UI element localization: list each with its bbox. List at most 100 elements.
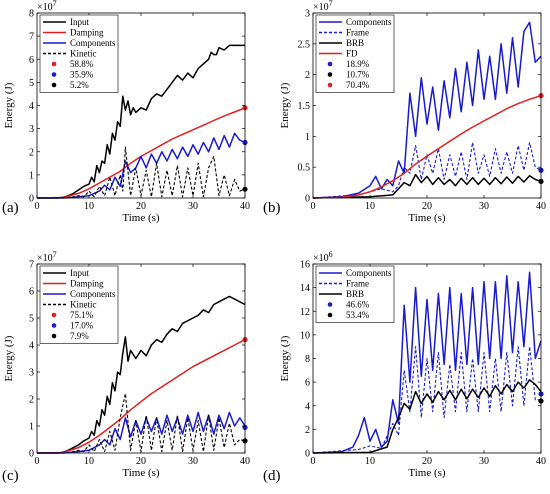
x-tick-label: 20 [136, 201, 146, 212]
x-tick-label: 40 [536, 456, 546, 467]
x-axis-label: Time (s) [408, 212, 446, 224]
series-components-line [37, 132, 246, 199]
y-tick-label: 3 [305, 9, 310, 20]
x-tick-label: 20 [136, 456, 146, 467]
series-kinetic-line [37, 393, 246, 454]
legend-marker [327, 72, 333, 77]
y-exponent: ×107 [37, 0, 57, 13]
series-kinetic-line [37, 146, 246, 199]
series-brb-line [312, 379, 542, 454]
legend-label: Kinetic [70, 300, 97, 310]
legend-label: Input [70, 17, 89, 27]
series-fd-line [312, 94, 542, 199]
y-tick-label: 8 [305, 354, 310, 365]
legend-label: Components [70, 38, 116, 48]
series-damping-line [36, 338, 246, 454]
legend-label: 46.6% [346, 300, 370, 310]
y-exponent: ×106 [313, 250, 333, 264]
y-tick-label: 2.5 [298, 39, 311, 50]
y-tick-label: 5 [29, 314, 34, 325]
y-tick-label: 1 [29, 422, 34, 433]
legend-label: 53.4% [346, 310, 370, 320]
panel-label: (b) [263, 200, 281, 216]
y-tick-label: 0 [29, 194, 34, 205]
legend-label: 70.4% [346, 80, 370, 90]
y-tick-label: 0 [305, 194, 310, 205]
legend-marker [327, 82, 333, 88]
y-tick-label: 14 [300, 283, 310, 294]
x-tick-label: 40 [536, 201, 546, 212]
y-tick-label: 6 [29, 55, 34, 66]
y-tick-label: 5 [29, 78, 34, 89]
legend-marker [327, 61, 333, 67]
x-axis-label: Time (s) [122, 467, 160, 479]
x-tick-label: 30 [479, 201, 489, 212]
series-frame-line [312, 346, 541, 454]
series-brb-line [312, 173, 542, 199]
series-components-line [312, 21, 542, 199]
x-tick-label: 0 [311, 456, 316, 467]
y-exponent: ×107 [37, 250, 57, 264]
x-tick-label: 10 [365, 201, 375, 212]
legend-label: 58.8% [70, 59, 94, 69]
legend-marker [327, 312, 333, 318]
legend-label: 18.9% [346, 59, 370, 69]
legend-marker [51, 312, 57, 318]
x-axis-label: Time (s) [408, 467, 446, 479]
legend-marker [51, 61, 57, 67]
legend-label: Components [346, 268, 392, 278]
y-tick-label: 2 [305, 70, 310, 81]
panel-label: (d) [263, 468, 281, 484]
legend-label: Damping [70, 28, 104, 38]
y-axis-label: Energy (J) [3, 335, 15, 381]
panel-d: 0 10 20 30 40 0 2 4 6 8 10 12 14 16×106 Time (s) Energy… [263, 250, 546, 484]
legend-label: 10.7% [346, 70, 370, 80]
y-tick-label: 10 [300, 330, 310, 341]
y-axis-label: Energy (J) [279, 82, 291, 128]
legend-label: 75.1% [70, 310, 94, 320]
legend-marker [51, 82, 57, 88]
y-tick-label: 7 [29, 260, 34, 271]
panel-a: 0 10 20 30 40 0 1 2 3 4 5 6 7 8×107 Time (s) Energy (J)… [2, 0, 250, 224]
legend-label: 35.9% [70, 70, 94, 80]
y-tick-label: 4 [29, 101, 34, 112]
y-tick-label: 2 [29, 395, 34, 406]
legend-marker [327, 302, 333, 307]
legend-box [39, 14, 119, 93]
legend-label: Frame [346, 28, 369, 38]
y-tick-label: 3 [29, 124, 34, 135]
panel-label: (c) [2, 468, 19, 484]
y-tick-label: 12 [300, 307, 310, 318]
legend-marker [51, 323, 57, 328]
panel-b: 0 10 20 30 40 0 0.5 1 1.5 2 2.5 3×107 Time (s) Energy… [263, 0, 546, 224]
x-tick-label: 0 [35, 456, 40, 467]
y-axis-label: Energy (J) [279, 335, 291, 381]
y-exponent: ×107 [313, 0, 333, 13]
series-components-line [312, 271, 542, 454]
x-tick-label: 0 [35, 201, 40, 212]
y-tick-label: 1 [305, 132, 310, 143]
panel-label: (a) [2, 200, 19, 216]
y-tick-label: 0 [305, 449, 310, 460]
x-tick-label: 10 [365, 456, 375, 467]
x-axis-label: Time (s) [122, 212, 160, 224]
legend-label: 7.9% [70, 331, 89, 341]
legend-marker [51, 72, 57, 77]
x-tick-label: 30 [188, 201, 198, 212]
legend-label: Frame [346, 279, 369, 289]
y-tick-label: 8 [29, 9, 34, 20]
legend-label: Kinetic [70, 49, 97, 59]
legend-label: FD [346, 49, 358, 59]
y-tick-label: 4 [305, 401, 310, 412]
y-tick-label: 6 [305, 378, 310, 389]
y-tick-label: 0 [29, 449, 34, 460]
x-tick-label: 20 [422, 456, 432, 467]
x-tick-label: 30 [479, 456, 489, 467]
x-tick-label: 10 [84, 201, 94, 212]
y-tick-label: 4 [29, 341, 34, 352]
legend-label: Components [70, 289, 116, 299]
series-frame-line [312, 141, 542, 199]
y-tick-label: 0.5 [298, 163, 311, 174]
y-tick-label: 2 [305, 425, 310, 436]
